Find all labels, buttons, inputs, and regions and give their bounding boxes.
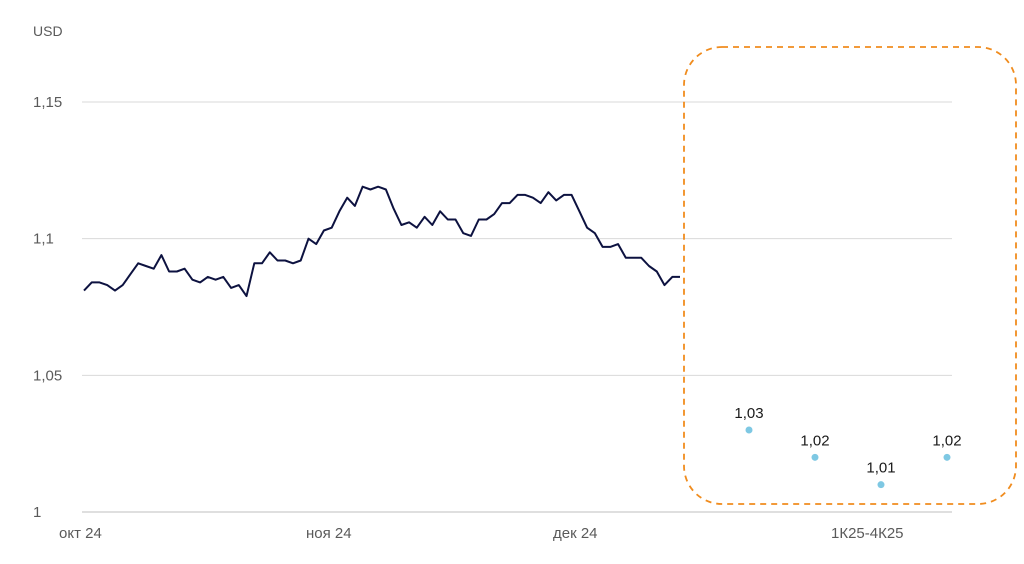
forecast-point [811, 453, 819, 461]
forecast-points: 1,03 1,02 1,01 1,02 [734, 405, 962, 489]
y-tick-label: 1,05 [33, 367, 62, 384]
x-axis: окт 24 ноя 24 дек 24 1К25-4К25 [59, 525, 904, 542]
x-tick-label: дек 24 [553, 525, 598, 542]
y-tick-label: 1 [33, 504, 41, 521]
y-tick-label: 1,15 [33, 94, 62, 111]
y-axis: 1 1,05 1,1 1,15 [33, 94, 62, 521]
gridlines [82, 101, 952, 513]
unit-label: USD [33, 23, 63, 39]
forecast-data-label: 1,02 [932, 432, 961, 449]
forecast-data-label: 1,01 [866, 460, 895, 477]
x-tick-label: окт 24 [59, 525, 102, 542]
x-tick-label: ноя 24 [306, 525, 352, 542]
x-tick-label: 1К25-4К25 [831, 525, 904, 542]
forecast-point [943, 453, 951, 461]
forecast-point [745, 426, 753, 434]
forecast-highlight-box [683, 46, 1017, 505]
history-series-line [83, 185, 680, 298]
forecast-data-label: 1,02 [800, 432, 829, 449]
forecast-point [877, 481, 885, 489]
y-tick-label: 1,1 [33, 231, 54, 248]
forecast-data-label: 1,03 [734, 405, 763, 422]
